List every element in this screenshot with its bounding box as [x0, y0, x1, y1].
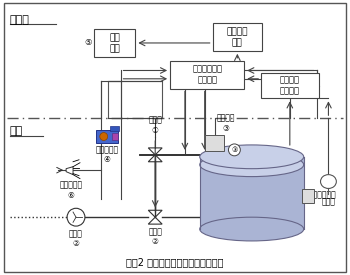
Bar [112, 133, 118, 140]
Text: モニター
表示: モニター 表示 [226, 27, 248, 47]
Circle shape [100, 133, 108, 141]
Ellipse shape [200, 217, 304, 241]
Text: 地震対策処理
システム: 地震対策処理 システム [192, 65, 222, 85]
Text: 通信
回線: 通信 回線 [109, 33, 120, 53]
Ellipse shape [200, 153, 304, 177]
Text: ⑤: ⑤ [84, 39, 92, 48]
Text: 消火設備
③: 消火設備 ③ [217, 114, 235, 133]
Text: スピーカー
⑥: スピーカー ⑥ [60, 181, 83, 200]
Text: 現場: 現場 [10, 126, 23, 136]
Polygon shape [66, 167, 73, 175]
Bar [205, 135, 224, 151]
Text: ポンプ
②: ポンプ ② [69, 229, 83, 249]
Circle shape [229, 144, 240, 156]
Text: タンク液面計: タンク液面計 [309, 190, 336, 199]
Text: 排水弁
①: 排水弁 ① [148, 116, 162, 135]
Bar [110, 126, 119, 131]
Bar [200, 157, 304, 229]
Ellipse shape [200, 145, 304, 169]
Bar [212, 23, 262, 51]
Bar [261, 73, 319, 98]
Bar [94, 29, 135, 57]
Circle shape [67, 208, 85, 226]
Text: 地震計: 地震計 [322, 197, 335, 207]
Text: 受払弁
②: 受払弁 ② [148, 227, 162, 246]
Text: 運転管理
システム: 運転管理 システム [280, 75, 300, 96]
Bar [108, 81, 162, 118]
Text: 監視カメラ
④: 監視カメラ ④ [95, 145, 118, 164]
Text: ③: ③ [231, 147, 238, 153]
Bar [96, 130, 118, 143]
Bar [302, 189, 314, 203]
Ellipse shape [321, 175, 336, 188]
Text: 図－2 地震対策処理システム構成例: 図－2 地震対策処理システム構成例 [126, 257, 224, 267]
Text: 計器室: 計器室 [10, 15, 29, 25]
Bar [170, 61, 244, 89]
